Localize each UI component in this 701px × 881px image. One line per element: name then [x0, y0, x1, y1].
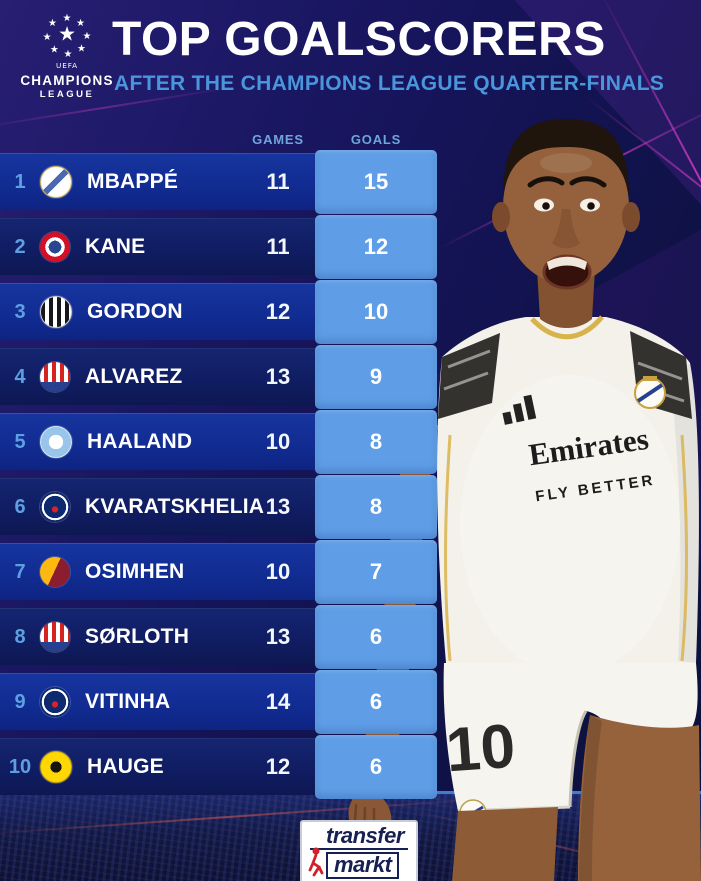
rank: 9 [14, 690, 26, 713]
player-name: ALVAREZ [85, 365, 183, 388]
club-crest-atletico [40, 362, 70, 392]
svg-text:★: ★ [43, 32, 52, 43]
starball-icon: ★ ★ ★ ★ ★ ★ ★ ★ ★ UEFA [43, 13, 92, 70]
transfermarkt-word-transfer: transfer [310, 825, 408, 850]
svg-text:★: ★ [58, 23, 76, 46]
games-value: 11 [266, 169, 290, 194]
ucl-logo: ★ ★ ★ ★ ★ ★ ★ ★ ★ UEFA CHAMPIONS LEAGUE [16, 6, 118, 100]
club-crest-atletico [40, 622, 70, 652]
transfermarkt-word-markt: markt [326, 852, 400, 879]
goals-value: 6 [315, 605, 437, 669]
games-value: 10 [265, 559, 291, 584]
column-header-goals: GOALS [350, 132, 402, 147]
table-row: 1 MBAPPÉ 11 15 [0, 150, 437, 214]
ucl-logo-champions: CHAMPIONS [20, 73, 114, 88]
rank: 10 [8, 755, 32, 778]
transfermarkt-mascot-icon [308, 847, 324, 877]
goals-value: 9 [315, 345, 437, 409]
goals-value: 15 [315, 150, 437, 214]
player-name: MBAPPÉ [87, 170, 179, 193]
table-row: 5 HAALAND 10 8 [0, 410, 437, 474]
goalscorers-table: 1 MBAPPÉ 11 15 2 KANE 11 12 3 GORDON 12 … [0, 150, 437, 799]
player-name: KANE [85, 235, 146, 258]
table-row: 4 ALVAREZ 13 9 [0, 345, 437, 409]
page-title: TOP GOALSCORERS [112, 13, 606, 66]
club-crest-bayern [40, 232, 70, 262]
games-value: 13 [265, 494, 291, 519]
table-row: 9 VITINHA 14 6 [0, 670, 437, 734]
rank: 4 [14, 365, 26, 388]
club-crest-real-madrid [40, 166, 72, 198]
table-row: 2 KANE 11 12 [0, 215, 437, 279]
svg-text:★: ★ [48, 18, 57, 29]
games-value: 14 [265, 689, 291, 714]
club-crest-psg [40, 492, 70, 522]
rank: 3 [14, 300, 26, 323]
table-row: 7 OSIMHEN 10 7 [0, 540, 437, 604]
player-name: SØRLOTH [85, 625, 190, 648]
uefa-label: UEFA [56, 61, 78, 70]
player-name: OSIMHEN [85, 560, 185, 583]
table-row: 10 HAUGE 12 6 [0, 735, 437, 799]
rank: 2 [14, 235, 26, 258]
svg-text:★: ★ [63, 49, 72, 60]
games-value: 10 [265, 429, 291, 454]
goals-value: 10 [315, 280, 437, 344]
club-crest-newcastle [40, 296, 72, 328]
player-name: KVARATSKHELIA [85, 495, 265, 518]
games-value: 12 [265, 754, 291, 779]
goals-value: 12 [315, 215, 437, 279]
club-crest-man-city [40, 426, 72, 458]
goals-value: 6 [315, 735, 437, 799]
column-headers: GAMES GOALS [0, 132, 437, 148]
svg-text:★: ★ [77, 44, 86, 55]
svg-text:★: ★ [82, 31, 91, 42]
games-value: 13 [265, 624, 291, 649]
svg-text:★: ★ [76, 18, 85, 29]
transfermarkt-logo: transfer markt [300, 820, 418, 881]
player-name: HAALAND [87, 430, 193, 453]
club-crest-psg [40, 687, 70, 717]
ucl-logo-league: LEAGUE [39, 89, 95, 100]
games-value: 11 [266, 234, 290, 259]
rank: 6 [14, 495, 26, 518]
table-row: 3 GORDON 12 10 [0, 280, 437, 344]
games-value: 12 [265, 299, 291, 324]
svg-text:★: ★ [50, 45, 59, 56]
goals-value: 7 [315, 540, 437, 604]
column-header-games: GAMES [252, 132, 304, 147]
club-crest-galatasaray [40, 557, 70, 587]
player-name: VITINHA [85, 690, 171, 713]
rank: 5 [14, 430, 26, 453]
goals-value: 8 [315, 410, 437, 474]
svg-text:★: ★ [63, 13, 72, 24]
games-value: 13 [265, 364, 291, 389]
goals-value: 8 [315, 475, 437, 539]
rank: 1 [14, 170, 26, 193]
player-name: HAUGE [87, 755, 164, 778]
shorts-number: 10 [444, 712, 518, 786]
page-subtitle: AFTER THE CHAMPIONS LEAGUE QUARTER-FINAL… [114, 72, 665, 95]
goals-value: 6 [315, 670, 437, 734]
rank: 8 [14, 625, 26, 648]
rank: 7 [14, 560, 26, 583]
table-row: 8 SØRLOTH 13 6 [0, 605, 437, 669]
player-name: GORDON [87, 300, 183, 323]
table-row: 6 KVARATSKHELIA 13 8 [0, 475, 437, 539]
club-crest-bodo-glimt [40, 751, 72, 783]
